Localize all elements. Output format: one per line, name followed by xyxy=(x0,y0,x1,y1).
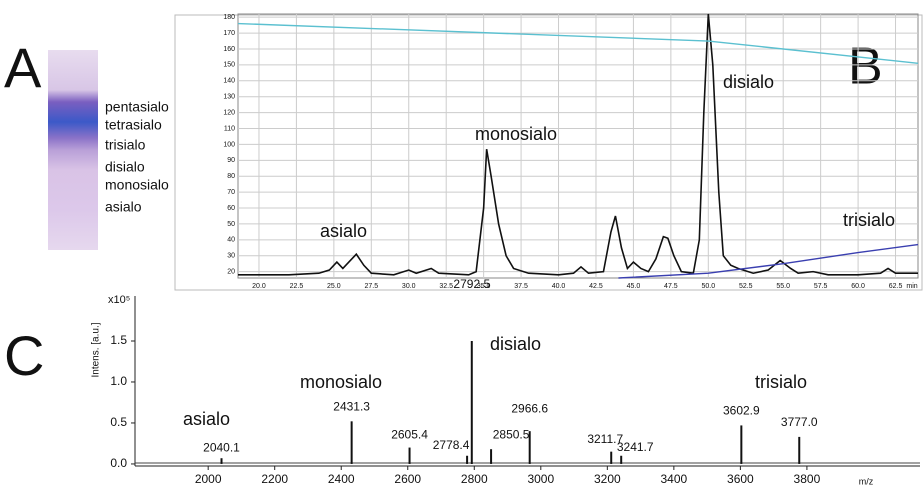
y-tick-label: 1.0 xyxy=(110,374,127,388)
trace xyxy=(238,24,918,64)
peak-label: 3777.0 xyxy=(781,415,818,429)
x-tick-label: 57.5 xyxy=(814,283,828,290)
band-label: monosialo xyxy=(105,177,169,193)
panel-label: A xyxy=(4,36,42,99)
x-tick-label: 50.0 xyxy=(701,283,715,290)
y-tick-label: 70 xyxy=(227,189,235,196)
x-tick-label: 2400 xyxy=(328,472,355,486)
x-tick-label: 37.5 xyxy=(514,283,528,290)
x-tick-label: 3200 xyxy=(594,472,621,486)
peak-annotation: disialo xyxy=(723,72,774,92)
peak-annotation: trisialo xyxy=(843,210,895,230)
peak-label: 2040.1 xyxy=(203,440,240,454)
peak-label: 2792.5 xyxy=(453,277,490,291)
peak-label: 2966.6 xyxy=(511,401,548,415)
band-label: asialo xyxy=(105,199,142,215)
peak-annotation: trisialo xyxy=(755,372,807,392)
x-tick-label: 45.0 xyxy=(627,283,641,290)
y-tick-label: 160 xyxy=(223,46,235,53)
peak-label: 3241.7 xyxy=(617,440,654,454)
peak-annotation: monosialo xyxy=(475,124,557,144)
y-tick-label: 140 xyxy=(223,78,235,85)
y-tick-label: 90 xyxy=(227,157,235,164)
y-tick-label: 20 xyxy=(227,268,235,275)
y-tick-label: 180 xyxy=(223,14,235,21)
peak-label: 2778.4 xyxy=(433,438,470,452)
peak-annotation: asialo xyxy=(320,221,367,241)
x-tick-label: 40.0 xyxy=(552,283,566,290)
x-tick-label: 32.5 xyxy=(439,283,453,290)
x-tick-label: 42.5 xyxy=(589,283,603,290)
x-tick-label: 2200 xyxy=(261,472,288,486)
y-tick-label: 80 xyxy=(227,173,235,180)
y-tick-label: 110 xyxy=(224,125,235,132)
x-axis-label: min xyxy=(906,283,917,290)
y-tick-label: 100 xyxy=(223,141,235,148)
x-tick-label: 27.5 xyxy=(364,283,378,290)
x-tick-label: 2000 xyxy=(195,472,222,486)
x-tick-label: 47.5 xyxy=(664,283,678,290)
figure: A B C pentasialo tetrasialo trisialo disial… xyxy=(0,0,923,490)
y-tick-label: 30 xyxy=(227,253,235,260)
x-tick-label: 20.0 xyxy=(252,283,266,290)
band-label: trisialo xyxy=(105,137,146,153)
band-label: pentasialo xyxy=(105,99,169,115)
y-tick-label: 60 xyxy=(227,205,235,212)
y-tick-label: 120 xyxy=(223,109,235,116)
band-label: tetrasialo xyxy=(105,117,162,133)
x-tick-label: 2600 xyxy=(394,472,421,486)
x-tick-label: 55.0 xyxy=(776,283,790,290)
panel-frame xyxy=(175,15,922,290)
y-tick-label: 40 xyxy=(227,237,235,244)
y-tick-label: 170 xyxy=(223,30,235,37)
y-tick-label: 50 xyxy=(227,221,235,228)
y-tick-label: 0.0 xyxy=(110,456,127,470)
band-label: disialo xyxy=(105,159,145,175)
chart: A B C pentasialo tetrasialo trisialo disial… xyxy=(0,0,923,490)
x-tick-label: 60.0 xyxy=(851,283,865,290)
x-tick-label: 25.0 xyxy=(327,283,341,290)
x-tick-label: 22.5 xyxy=(290,283,304,290)
peak-label: 2850.5 xyxy=(493,427,530,441)
peak-label: 2431.3 xyxy=(333,399,370,413)
y-tick-label: 150 xyxy=(223,62,235,69)
x-tick-label: 3600 xyxy=(727,472,754,486)
peak-label: 3602.9 xyxy=(723,404,760,418)
y-tick-label: 130 xyxy=(223,94,235,101)
x-axis-label: m/z xyxy=(859,476,874,486)
y-tick-label: 0.5 xyxy=(110,415,127,429)
peak-label: 2605.4 xyxy=(391,428,428,442)
x-tick-label: 2800 xyxy=(461,472,488,486)
x-tick-label: 3400 xyxy=(661,472,688,486)
x-tick-label: 3000 xyxy=(527,472,554,486)
x-tick-label: 52.5 xyxy=(739,283,753,290)
x-tick-label: 3800 xyxy=(794,472,821,486)
peak-annotation: monosialo xyxy=(300,372,382,392)
x-tick-label: 62.5 xyxy=(889,283,903,290)
peak-annotation: disialo xyxy=(490,334,541,354)
peak-annotation: asialo xyxy=(183,409,230,429)
y-scale-label: x10⁵ xyxy=(108,294,130,306)
y-axis-label: Intens. [a.u.] xyxy=(91,322,102,377)
panel-label: C xyxy=(4,324,44,387)
x-tick-label: 30.0 xyxy=(402,283,416,290)
y-tick-label: 1.5 xyxy=(110,333,127,347)
panel-label: B xyxy=(848,38,883,96)
